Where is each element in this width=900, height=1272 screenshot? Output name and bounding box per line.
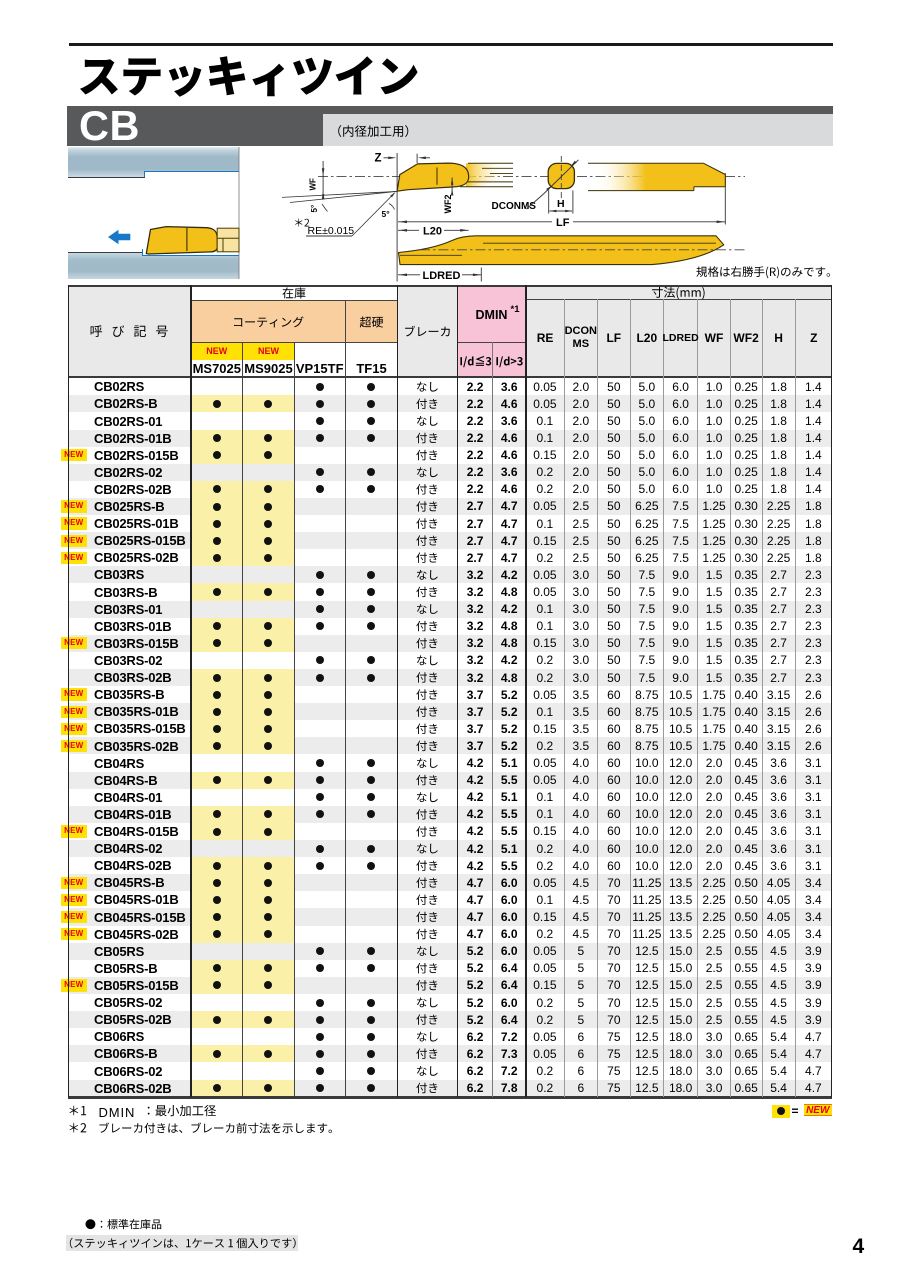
svg-text:RE±0.015: RE±0.015	[308, 225, 355, 237]
svg-text:LF: LF	[556, 217, 570, 229]
svg-text:Z: Z	[375, 152, 382, 164]
svg-text:WF: WF	[309, 178, 318, 191]
svg-text:L20: L20	[423, 225, 442, 237]
svg-text:5°: 5°	[310, 205, 319, 213]
svg-text:WF2: WF2	[443, 195, 453, 214]
svg-text:LDRED: LDRED	[423, 270, 461, 282]
svg-text:5°: 5°	[382, 209, 391, 219]
svg-text:DCONMS: DCONMS	[492, 201, 537, 212]
svg-text:H: H	[557, 198, 565, 210]
